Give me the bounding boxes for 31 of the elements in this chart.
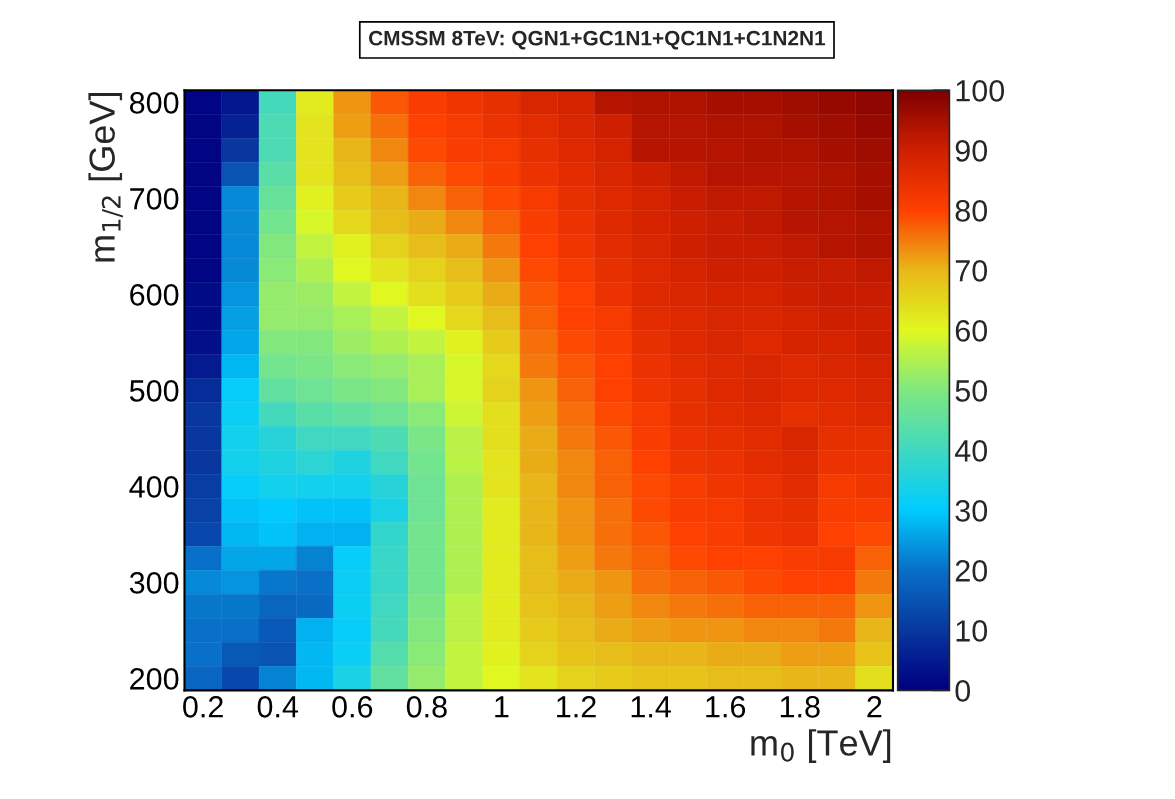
color-bar-label: 0 bbox=[955, 680, 971, 702]
y-tick-label: 700 bbox=[130, 188, 179, 210]
color-bar-label: 50 bbox=[955, 380, 988, 402]
y-axis-title: m$_{1/2}$ [GeV] bbox=[88, 93, 123, 262]
x-tick-label: 0.4 bbox=[257, 696, 299, 718]
x-tick-label: 0.8 bbox=[406, 696, 447, 718]
x-tick-label: 2 bbox=[867, 696, 882, 718]
color-bar-label: 80 bbox=[955, 200, 988, 222]
color-bar-label: 100 bbox=[956, 80, 1005, 102]
x-tick-label: 0.6 bbox=[332, 696, 373, 718]
color-bar-label: 90 bbox=[955, 140, 988, 162]
x-tick-label: 1 bbox=[495, 696, 509, 718]
chart-title: CMSSM 8TeV: QGN1+GC1N1+QC1N1+C1N2N1 bbox=[368, 30, 826, 50]
x-tick-label: 1.2 bbox=[557, 696, 596, 718]
x-axis-title: m$_{0}$ [TeV] bbox=[751, 729, 891, 763]
x-tick-label: 1.8 bbox=[780, 696, 820, 718]
y-tick-label: 500 bbox=[129, 380, 179, 402]
y-tick-label: 800 bbox=[129, 92, 179, 114]
x-tick-label: 1.4 bbox=[631, 696, 671, 718]
x-tick-label: 0.2 bbox=[183, 696, 223, 718]
color-bar-label: 10 bbox=[956, 620, 988, 642]
y-tick-label: 400 bbox=[129, 476, 179, 498]
color-bar-label: 70 bbox=[955, 260, 988, 282]
y-tick-label: 300 bbox=[129, 572, 179, 594]
y-tick-label: 600 bbox=[130, 284, 179, 306]
color-bar-label: 60 bbox=[955, 320, 988, 342]
x-tick-label: 1.6 bbox=[706, 696, 746, 718]
color-bar-label: 20 bbox=[955, 560, 988, 582]
y-tick-label: 200 bbox=[130, 668, 179, 690]
color-bar-label: 40 bbox=[954, 440, 988, 462]
color-bar-label: 30 bbox=[955, 500, 988, 522]
